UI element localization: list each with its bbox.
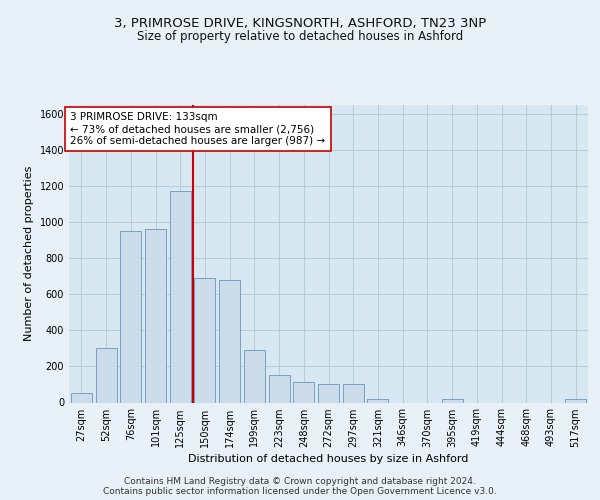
X-axis label: Distribution of detached houses by size in Ashford: Distribution of detached houses by size …: [188, 454, 469, 464]
Bar: [244, 350, 265, 403]
Bar: [95, 348, 116, 403]
Bar: [367, 399, 388, 402]
Y-axis label: Number of detached properties: Number of detached properties: [24, 166, 34, 342]
Bar: [71, 394, 92, 402]
Bar: [293, 382, 314, 402]
Bar: [343, 384, 364, 402]
Bar: [194, 278, 215, 402]
Bar: [318, 384, 339, 402]
Bar: [442, 399, 463, 402]
Bar: [219, 280, 240, 402]
Text: 3 PRIMROSE DRIVE: 133sqm
← 73% of detached houses are smaller (2,756)
26% of sem: 3 PRIMROSE DRIVE: 133sqm ← 73% of detach…: [70, 112, 325, 146]
Text: Size of property relative to detached houses in Ashford: Size of property relative to detached ho…: [137, 30, 463, 43]
Bar: [170, 190, 191, 402]
Text: 3, PRIMROSE DRIVE, KINGSNORTH, ASHFORD, TN23 3NP: 3, PRIMROSE DRIVE, KINGSNORTH, ASHFORD, …: [114, 18, 486, 30]
Bar: [120, 231, 141, 402]
Bar: [565, 399, 586, 402]
Bar: [145, 230, 166, 402]
Bar: [269, 374, 290, 402]
Text: Contains HM Land Registry data © Crown copyright and database right 2024.
Contai: Contains HM Land Registry data © Crown c…: [103, 476, 497, 496]
